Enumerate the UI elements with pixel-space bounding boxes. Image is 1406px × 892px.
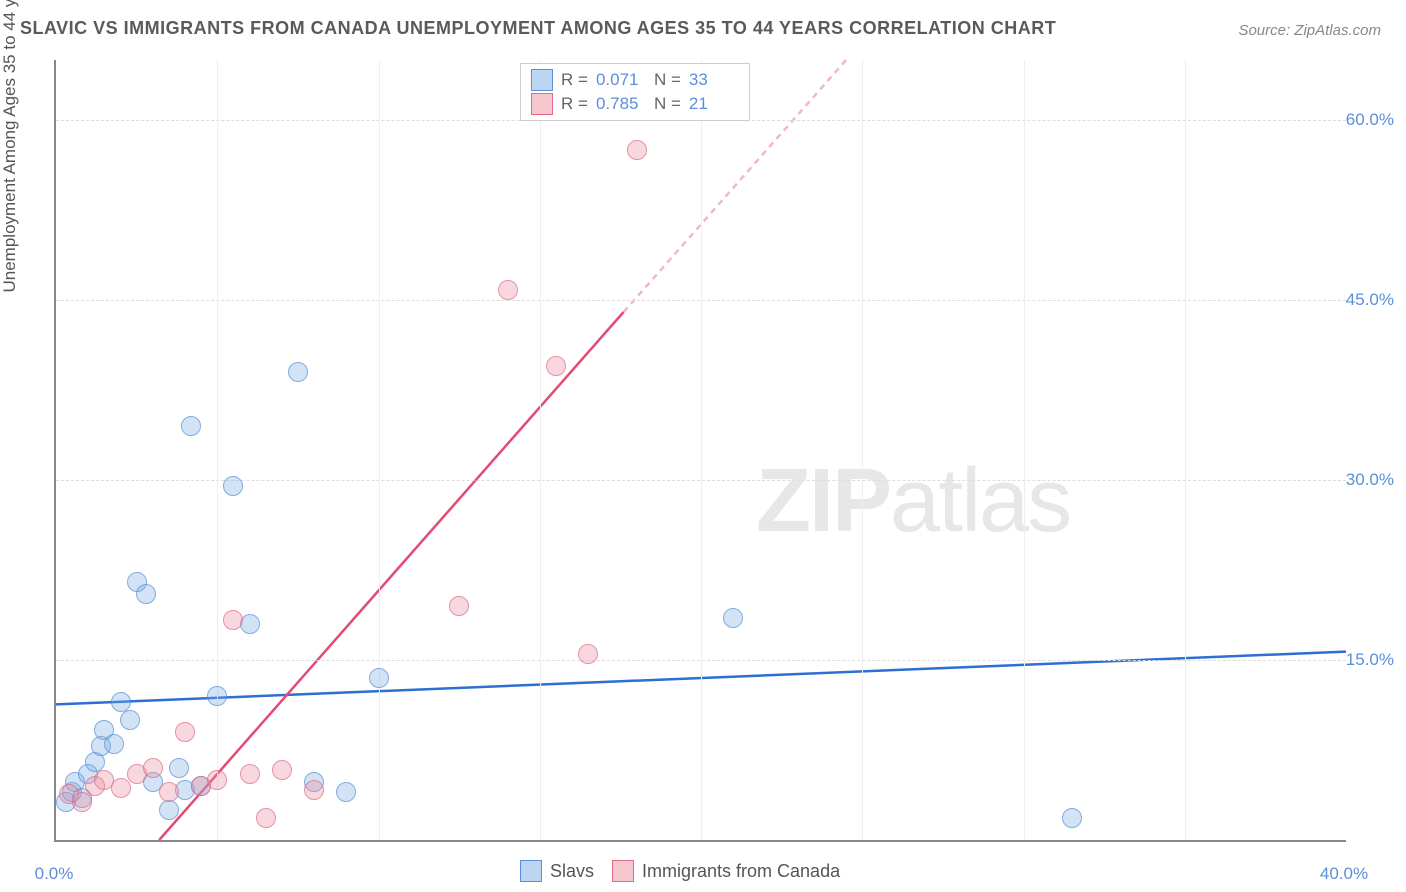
- point-immigrants: [578, 644, 598, 664]
- point-slavs: [136, 584, 156, 604]
- y-axis-label: Unemployment Among Ages 35 to 44 years: [0, 0, 20, 293]
- point-immigrants: [240, 764, 260, 784]
- point-immigrants: [159, 782, 179, 802]
- point-slavs: [369, 668, 389, 688]
- legend-label-immigrants: Immigrants from Canada: [642, 861, 840, 882]
- legend-stats-row-immigrants: R = 0.785 N = 21: [531, 92, 739, 116]
- swatch-slavs-bottom: [520, 860, 542, 882]
- point-immigrants: [546, 356, 566, 376]
- point-immigrants: [111, 778, 131, 798]
- x-tick-label: 40.0%: [1320, 864, 1368, 884]
- point-slavs: [207, 686, 227, 706]
- point-slavs: [723, 608, 743, 628]
- point-slavs: [1062, 808, 1082, 828]
- swatch-slavs: [531, 69, 553, 91]
- point-immigrants: [498, 280, 518, 300]
- point-slavs: [169, 758, 189, 778]
- r-value-immigrants: 0.785: [596, 94, 646, 114]
- source-label: Source: ZipAtlas.com: [1238, 22, 1381, 39]
- y-tick-label: 15.0%: [1346, 650, 1394, 670]
- plot-area: ZIPatlas: [54, 60, 1346, 842]
- correlation-chart: SLAVIC VS IMMIGRANTS FROM CANADA UNEMPLO…: [0, 0, 1406, 892]
- legend-stats-row-slavs: R = 0.071 N = 33: [531, 68, 739, 92]
- point-slavs: [104, 734, 124, 754]
- n-value-slavs: 33: [689, 70, 739, 90]
- point-immigrants: [175, 722, 195, 742]
- y-tick-label: 30.0%: [1346, 470, 1394, 490]
- point-slavs: [336, 782, 356, 802]
- point-immigrants: [223, 610, 243, 630]
- point-slavs: [223, 476, 243, 496]
- bottom-legend: Slavs Immigrants from Canada: [520, 860, 840, 882]
- legend-item-slavs: Slavs: [520, 860, 594, 882]
- point-slavs: [120, 710, 140, 730]
- r-value-slavs: 0.071: [596, 70, 646, 90]
- y-tick-label: 45.0%: [1346, 290, 1394, 310]
- point-immigrants: [256, 808, 276, 828]
- point-immigrants: [304, 780, 324, 800]
- x-tick-label: 0.0%: [35, 864, 74, 884]
- y-tick-label: 60.0%: [1346, 110, 1394, 130]
- legend-stats-box: R = 0.071 N = 33 R = 0.785 N = 21: [520, 63, 750, 121]
- legend-item-immigrants: Immigrants from Canada: [612, 860, 840, 882]
- point-immigrants: [272, 760, 292, 780]
- point-slavs: [181, 416, 201, 436]
- point-immigrants: [207, 770, 227, 790]
- point-slavs: [288, 362, 308, 382]
- point-slavs: [159, 800, 179, 820]
- point-slavs: [111, 692, 131, 712]
- chart-title: SLAVIC VS IMMIGRANTS FROM CANADA UNEMPLO…: [20, 18, 1056, 39]
- n-value-immigrants: 21: [689, 94, 739, 114]
- swatch-immigrants-bottom: [612, 860, 634, 882]
- point-immigrants: [627, 140, 647, 160]
- legend-label-slavs: Slavs: [550, 861, 594, 882]
- point-immigrants: [449, 596, 469, 616]
- point-immigrants: [143, 758, 163, 778]
- swatch-immigrants: [531, 93, 553, 115]
